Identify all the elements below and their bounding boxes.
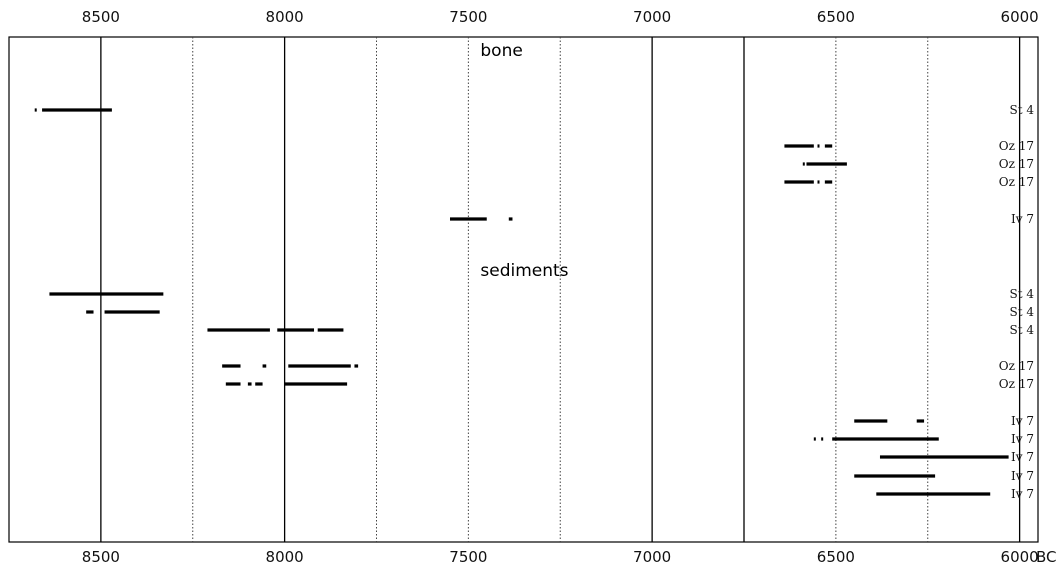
top-tick-label-8000: 8000 bbox=[266, 8, 304, 26]
row-label: Iv 7 bbox=[1011, 469, 1034, 483]
section-label-bone: bone bbox=[480, 41, 522, 61]
range-bars bbox=[34, 108, 1009, 496]
top-tick-label-7500: 7500 bbox=[449, 8, 487, 26]
row-labels: St 4 Oz 17 Oz 17 Oz 17 Iv 7 St 4 St 4 St 4 Oz 17… bbox=[999, 103, 1035, 501]
row-label: Iv 7 bbox=[1011, 432, 1034, 446]
row-label: Oz 17 bbox=[999, 139, 1034, 153]
row-label: St 4 bbox=[1010, 305, 1035, 319]
section-labels: bone sediments bbox=[480, 41, 568, 281]
bottom-tick-label-6500: 6500 bbox=[817, 548, 855, 566]
row-label: St 4 bbox=[1010, 103, 1035, 117]
row-label: Oz 17 bbox=[999, 377, 1034, 391]
row-label: Oz 17 bbox=[999, 359, 1034, 373]
row-label: Iv 7 bbox=[1011, 487, 1034, 501]
bottom-tick-label-8000: 8000 bbox=[266, 548, 304, 566]
top-tick-label-7000: 7000 bbox=[633, 8, 671, 26]
row-label: St 4 bbox=[1010, 323, 1035, 337]
top-tick-label-6500: 6500 bbox=[817, 8, 855, 26]
row-label: St 4 bbox=[1010, 287, 1035, 301]
top-tick-label-8500: 8500 bbox=[82, 8, 120, 26]
gridlines bbox=[100, 37, 1021, 542]
row-label: Iv 7 bbox=[1011, 212, 1034, 226]
row-label: Oz 17 bbox=[999, 157, 1034, 171]
bottom-tick-label-7500: 7500 bbox=[449, 548, 487, 566]
bottom-tick-labels: 8500 8000 7500 7000 6500 6000 bbox=[82, 548, 1039, 566]
top-tick-label-6000: 6000 bbox=[1001, 8, 1039, 26]
plot-frame bbox=[8, 36, 1039, 543]
row-label: Iv 7 bbox=[1011, 414, 1034, 428]
row-label: Iv 7 bbox=[1011, 450, 1034, 464]
bottom-tick-label-7000: 7000 bbox=[633, 548, 671, 566]
bottom-tick-label-6000: 6000 bbox=[1001, 548, 1039, 566]
top-tick-labels: 8500 8000 7500 7000 6500 6000 bbox=[82, 8, 1039, 26]
bottom-tick-label-8500: 8500 bbox=[82, 548, 120, 566]
row-label: Oz 17 bbox=[999, 175, 1034, 189]
section-label-sediments: sediments bbox=[480, 261, 568, 281]
x-axis-unit-label: BC bbox=[1036, 548, 1057, 566]
